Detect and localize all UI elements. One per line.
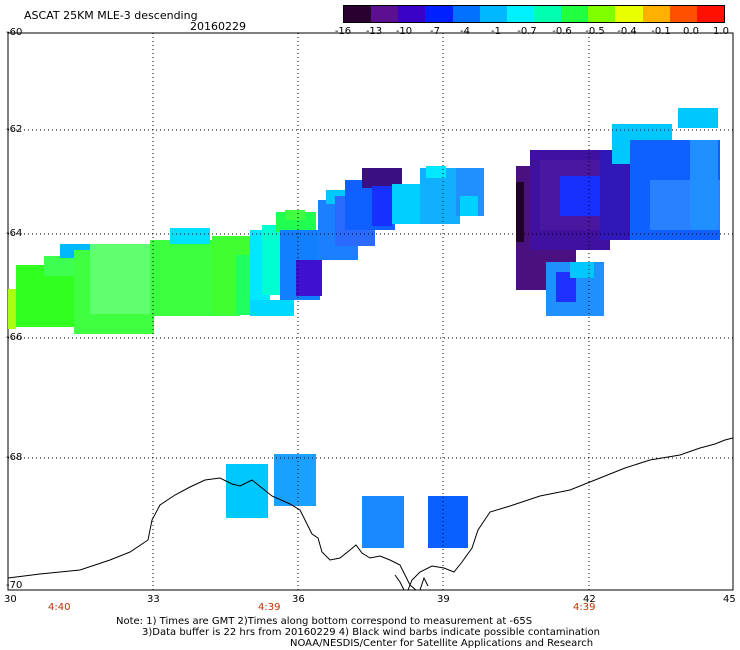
- colorbar-swatch: [452, 6, 480, 22]
- colorbar-swatch: [425, 6, 453, 22]
- lat-label: -64: [6, 228, 23, 239]
- product-date: 20160229: [190, 20, 246, 33]
- pass-time: 4:39: [258, 602, 281, 613]
- colorbar-label: -0.1: [651, 26, 671, 37]
- footer-note-1: Note: 1) Times are GMT 2)Times along bot…: [116, 616, 533, 627]
- lat-label: -60: [6, 27, 23, 38]
- lat-label: -62: [6, 124, 23, 135]
- lat-label: -70: [6, 580, 23, 591]
- wind-swath-west: [8, 210, 322, 334]
- colorbar-label: -16: [334, 26, 352, 37]
- colorbar-label: -0.4: [617, 26, 637, 37]
- graticule: [8, 33, 733, 590]
- colorbar-label: -0.6: [552, 26, 572, 37]
- colorbar-label: -7: [430, 26, 440, 37]
- product-title: ASCAT 25KM MLE-3 descending: [24, 9, 198, 22]
- coastline: [7, 437, 734, 591]
- lon-label: 30: [4, 594, 17, 605]
- pass-time: 4:40: [48, 602, 71, 613]
- colorbar-swatch: [344, 6, 372, 22]
- colorbar-label: -0.5: [585, 26, 605, 37]
- colorbar-label: -1: [491, 26, 501, 37]
- colorbar-strip: [344, 6, 724, 22]
- wind-swath-south: [226, 454, 468, 548]
- colorbar-swatch: [561, 6, 589, 22]
- lon-label: 39: [437, 594, 450, 605]
- colorbar-swatch: [479, 6, 507, 22]
- colorbar-label: -4: [460, 26, 470, 37]
- colorbar-swatch: [398, 6, 426, 22]
- lon-label: 36: [292, 594, 305, 605]
- colorbar-label: 1.0: [713, 26, 729, 37]
- lon-label: 33: [147, 594, 160, 605]
- colorbar-swatch: [506, 6, 534, 22]
- colorbar-labels: -16 -13 -10 -7 -4 -1 -0.7 -0.6 -0.5 -0.4…: [335, 26, 729, 38]
- colorbar-swatch: [615, 6, 643, 22]
- wind-swath-east: [516, 108, 720, 316]
- coastline-inlet: [394, 574, 429, 591]
- colorbar-swatch: [696, 6, 724, 22]
- wind-swath-central: [318, 166, 484, 260]
- colorbar-label: -0.7: [517, 26, 537, 37]
- colorbar-swatch: [588, 6, 616, 22]
- colorbar-swatch: [533, 6, 562, 22]
- colorbar-swatch: [642, 6, 670, 22]
- pass-time: 4:39: [573, 602, 596, 613]
- colorbar: [343, 5, 725, 23]
- footer-note-2: 3)Data buffer is 22 hrs from 20160229 4)…: [142, 627, 600, 638]
- colorbar-swatch: [669, 6, 697, 22]
- colorbar-label: -10: [395, 26, 413, 37]
- footer-note-3: NOAA/NESDIS/Center for Satellite Applica…: [290, 638, 594, 649]
- colorbar-label: 0.0: [683, 26, 699, 37]
- lon-label: 45: [723, 594, 736, 605]
- colorbar-label: -13: [365, 26, 383, 37]
- lat-label: -66: [6, 332, 23, 343]
- lon-label: 42: [583, 594, 596, 605]
- lat-label: -68: [6, 452, 23, 463]
- colorbar-swatch: [371, 6, 399, 22]
